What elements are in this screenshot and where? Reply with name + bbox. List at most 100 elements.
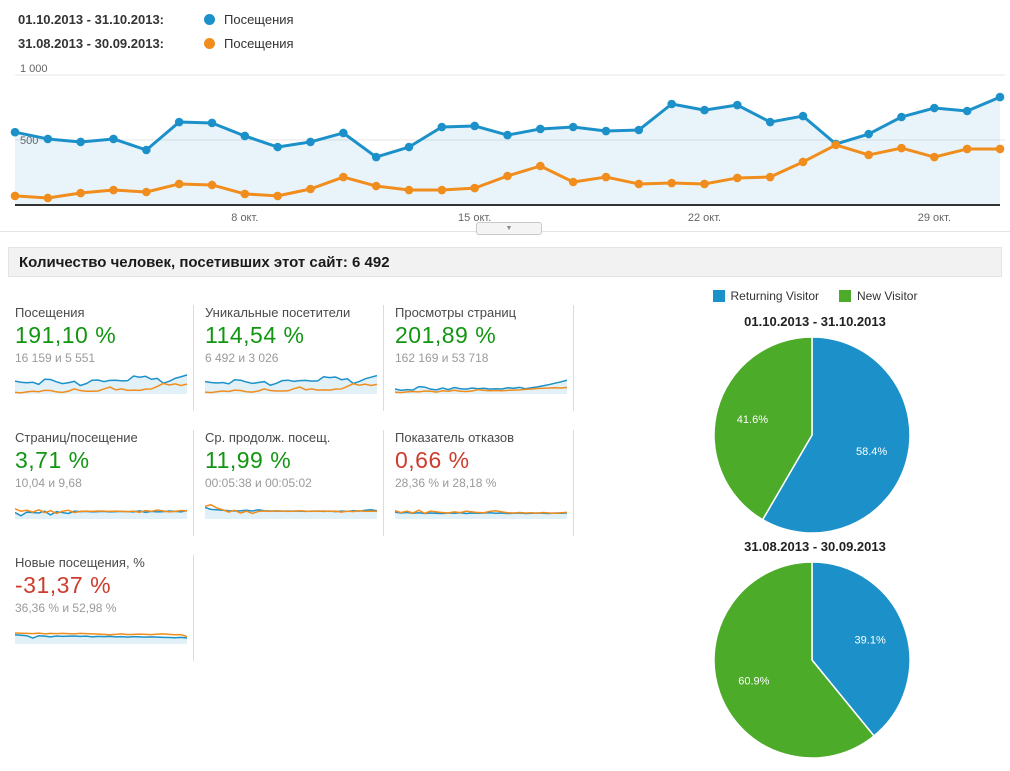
- data-point-current[interactable]: [700, 105, 709, 115]
- data-point-previous[interactable]: [798, 157, 808, 167]
- metric-subvalue: 36,36 % и 52,98 %: [15, 601, 117, 615]
- metric-sparkline: [15, 374, 187, 394]
- data-point-current[interactable]: [601, 126, 611, 136]
- metric-card-unique-visitors[interactable]: Уникальные посетители 114,54 % 6 492 и 3…: [205, 305, 384, 411]
- data-point-current[interactable]: [897, 112, 906, 122]
- metric-value: 0,66 %: [395, 447, 470, 473]
- data-point-previous[interactable]: [634, 179, 644, 189]
- data-point-previous[interactable]: [864, 150, 873, 160]
- pie-slice-new-visitor[interactable]: [713, 561, 876, 759]
- data-point-previous[interactable]: [470, 183, 479, 193]
- metric-value: 11,99 %: [205, 447, 292, 473]
- metric-value: 201,89 %: [395, 322, 497, 348]
- data-point-current[interactable]: [76, 137, 85, 147]
- date-range-previous: 31.08.2013 - 30.09.2013:: [18, 35, 165, 51]
- data-point-previous[interactable]: [733, 173, 742, 183]
- visitor-type-pie-current[interactable]: 58.4% 41.6%: [710, 333, 914, 537]
- data-point-previous[interactable]: [371, 181, 381, 191]
- data-point-current[interactable]: [930, 103, 939, 113]
- pie-slice-label: 41.6%: [737, 414, 768, 426]
- data-point-previous[interactable]: [995, 144, 1005, 154]
- metric-card-pages-per-visit[interactable]: Страниц/посещение 3,71 % 10,04 и 9,68: [15, 430, 194, 536]
- metric-card-new-visits[interactable]: Новые посещения, % -31,37 % 36,36 % и 52…: [15, 555, 194, 661]
- data-point-previous[interactable]: [962, 144, 972, 154]
- visits-timeline-chart[interactable]: 1 000 500 8 окт. 15 окт. 22 окт. 29 окт.: [0, 58, 1010, 230]
- pie-slice-returning-visitor[interactable]: [811, 561, 911, 737]
- data-point-previous[interactable]: [897, 143, 906, 153]
- data-point-current[interactable]: [667, 99, 676, 109]
- data-point-current[interactable]: [240, 131, 250, 141]
- metric-subvalue: 6 492 и 3 026: [205, 351, 279, 365]
- data-point-previous[interactable]: [10, 191, 20, 201]
- metric-subvalue: 16 159 и 5 551: [15, 351, 96, 365]
- data-point-current[interactable]: [733, 100, 742, 110]
- metric-sparkline: [205, 374, 377, 394]
- data-point-current[interactable]: [339, 128, 348, 138]
- chart-collapse-button[interactable]: ▼: [476, 222, 542, 235]
- data-point-current[interactable]: [207, 118, 217, 128]
- data-point-current[interactable]: [306, 137, 315, 147]
- data-point-current[interactable]: [174, 117, 184, 127]
- metric-card-visits[interactable]: Посещения 191,10 % 16 159 и 5 551: [15, 305, 194, 411]
- data-point-previous[interactable]: [930, 152, 939, 162]
- data-point-previous[interactable]: [109, 185, 118, 195]
- visitors-summary-bar: Количество человек, посетивших этот сайт…: [8, 247, 1002, 277]
- metric-card-pageviews[interactable]: Просмотры страниц 201,89 % 162 169 и 53 …: [395, 305, 574, 411]
- data-point-previous[interactable]: [700, 179, 709, 189]
- data-point-current[interactable]: [864, 129, 873, 139]
- data-point-current[interactable]: [995, 92, 1005, 102]
- data-point-current[interactable]: [43, 134, 53, 144]
- data-point-previous[interactable]: [765, 172, 775, 182]
- visitor-type-pie-previous[interactable]: 39.1% 60.9%: [710, 558, 914, 762]
- data-point-current[interactable]: [568, 122, 578, 132]
- data-point-current[interactable]: [765, 117, 775, 127]
- pie-svg: 58.4% 41.6%: [713, 336, 911, 534]
- data-point-previous[interactable]: [240, 189, 250, 199]
- sparkline-area: [205, 507, 377, 519]
- data-point-current[interactable]: [10, 127, 20, 137]
- metric-card-avg-duration[interactable]: Ср. продолж. посещ. 11,99 % 00:05:38 и 0…: [205, 430, 384, 536]
- data-point-current[interactable]: [962, 106, 972, 116]
- data-point-previous[interactable]: [174, 179, 184, 189]
- data-point-previous[interactable]: [273, 191, 282, 201]
- metric-sparkline: [205, 503, 377, 519]
- data-point-previous[interactable]: [536, 161, 545, 171]
- pie-title-current-period: 01.10.2013 - 31.10.2013: [744, 314, 886, 329]
- data-point-current[interactable]: [470, 121, 479, 131]
- metric-title: Просмотры страниц: [395, 305, 517, 320]
- sparkline-blue: [15, 374, 187, 387]
- data-point-current[interactable]: [142, 145, 151, 155]
- data-point-previous[interactable]: [568, 177, 578, 187]
- data-point-previous[interactable]: [43, 193, 53, 203]
- data-point-current[interactable]: [503, 130, 512, 140]
- data-point-current[interactable]: [437, 122, 447, 132]
- series-label-previous: Посещения: [224, 35, 294, 51]
- data-point-previous[interactable]: [437, 185, 447, 195]
- data-point-previous[interactable]: [142, 187, 151, 197]
- visitors-summary-text: Количество человек, посетивших этот сайт…: [19, 254, 390, 271]
- data-point-current[interactable]: [536, 124, 545, 134]
- data-point-previous[interactable]: [831, 140, 841, 150]
- data-point-current[interactable]: [109, 134, 118, 144]
- data-point-previous[interactable]: [404, 185, 414, 195]
- pie-slice-returning-visitor[interactable]: [761, 336, 911, 534]
- metric-value: 114,54 %: [205, 322, 305, 348]
- data-point-previous[interactable]: [503, 171, 512, 181]
- metric-card-bounce-rate[interactable]: Показатель отказов 0,66 % 28,36 % и 28,1…: [395, 430, 574, 536]
- data-point-current[interactable]: [273, 142, 282, 152]
- metric-value: 3,71 %: [15, 447, 90, 473]
- metric-sparkline: [15, 632, 187, 644]
- x-axis-tick-label: 29 окт.: [918, 212, 951, 224]
- data-point-previous[interactable]: [306, 184, 315, 194]
- data-point-previous[interactable]: [339, 172, 348, 182]
- data-point-previous[interactable]: [76, 188, 85, 198]
- data-point-current[interactable]: [798, 111, 808, 121]
- data-point-previous[interactable]: [667, 178, 676, 188]
- data-point-current[interactable]: [371, 152, 381, 162]
- pie-slice-new-visitor[interactable]: [713, 336, 813, 521]
- data-point-previous[interactable]: [601, 172, 611, 182]
- sparkline-orange: [395, 509, 567, 515]
- data-point-current[interactable]: [404, 142, 414, 152]
- data-point-previous[interactable]: [207, 180, 217, 190]
- data-point-current[interactable]: [634, 125, 644, 135]
